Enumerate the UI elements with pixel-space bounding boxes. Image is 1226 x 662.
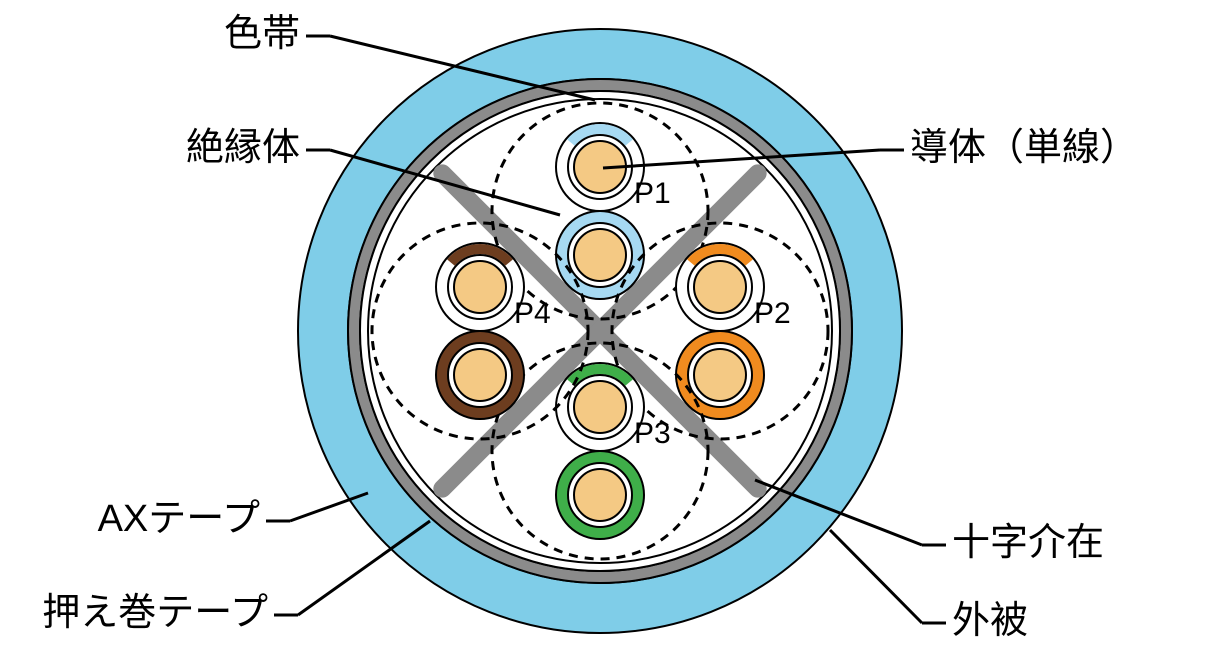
label-color_band: 色帯	[224, 13, 300, 55]
conductor-core	[574, 229, 626, 281]
conductor-core	[694, 349, 746, 401]
conductor-core	[574, 469, 626, 521]
conductor-core	[454, 261, 506, 313]
pair-label: P2	[754, 297, 791, 330]
conductor-core	[694, 261, 746, 313]
label-conductor: 導体（単線）	[910, 127, 1138, 169]
label-insulation: 絶縁体	[186, 127, 300, 169]
label-cross_sep: 十字介在	[952, 522, 1104, 564]
leader-line	[830, 530, 922, 623]
cable-cross-section-diagram: P1 P2 P3 P4 色帯絶縁体 導体（単線） AXテープ押え巻テープ 十字介在外被	[0, 0, 1226, 662]
conductor-core	[574, 381, 626, 433]
label-jacket: 外被	[952, 600, 1028, 642]
pair-label: P4	[514, 297, 551, 330]
leader-line	[298, 521, 430, 615]
conductor-core	[454, 349, 506, 401]
label-ax_tape: AXテープ	[98, 498, 260, 540]
pair-label: P1	[634, 177, 671, 210]
label-holding_tape: 押え巻テープ	[42, 592, 268, 634]
pair-label: P3	[634, 417, 671, 450]
